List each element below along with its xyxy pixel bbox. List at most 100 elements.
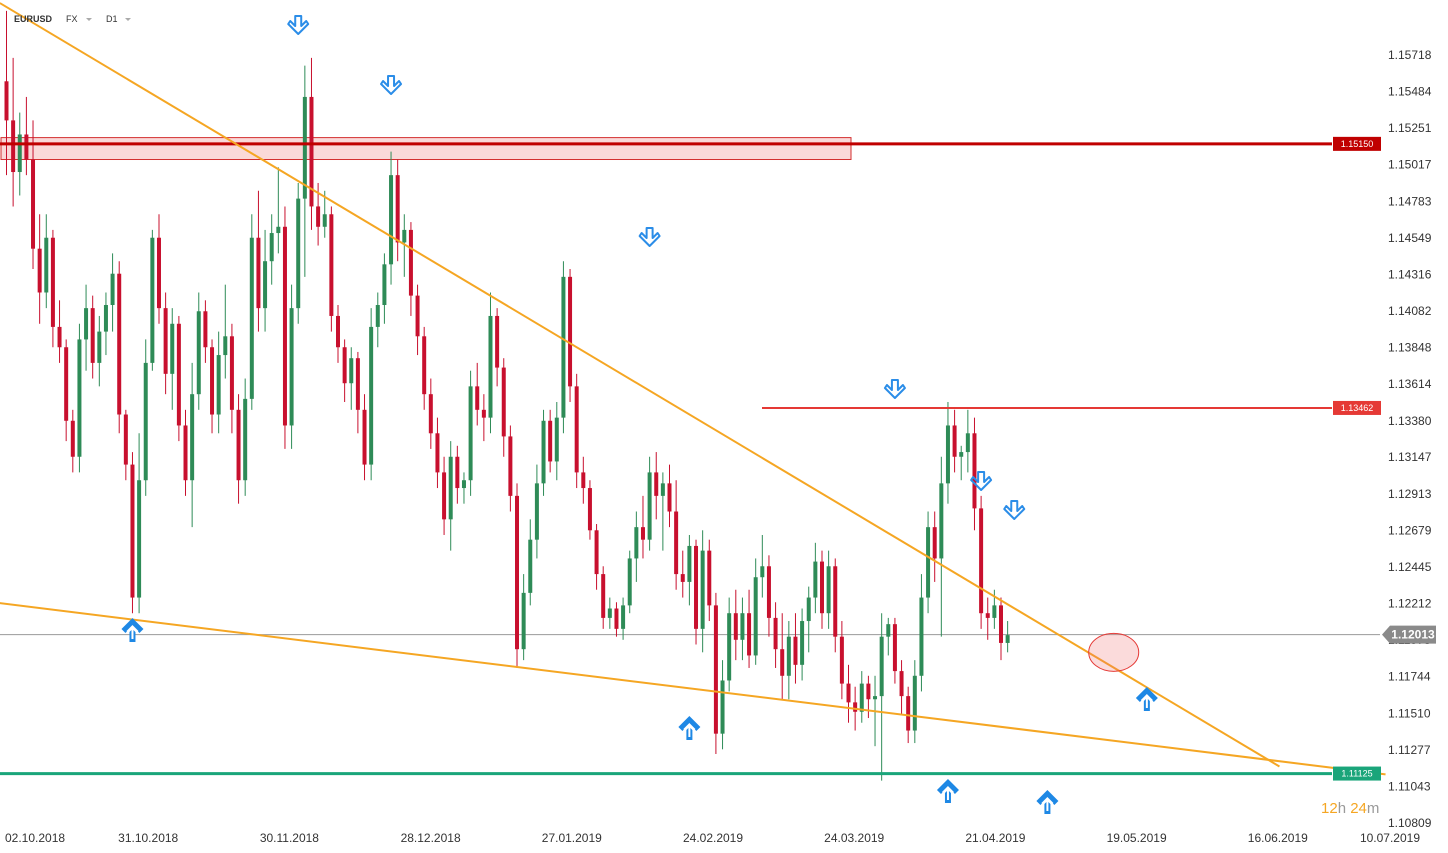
- candle-body[interactable]: [906, 696, 911, 731]
- candle-body[interactable]: [806, 597, 811, 622]
- candle-body[interactable]: [952, 425, 957, 457]
- candle-body[interactable]: [249, 237, 254, 399]
- symbol-label[interactable]: EURUSD: [14, 14, 53, 24]
- candle-body[interactable]: [156, 237, 161, 309]
- candle-body[interactable]: [813, 561, 818, 598]
- candle-body[interactable]: [773, 617, 778, 650]
- candle-body[interactable]: [488, 315, 493, 418]
- candle-body[interactable]: [740, 613, 745, 640]
- trendline[interactable]: [0, 2, 1280, 768]
- candle-body[interactable]: [57, 326, 62, 348]
- candle-body[interactable]: [17, 134, 22, 173]
- candle-body[interactable]: [826, 566, 831, 614]
- candle-body[interactable]: [501, 367, 506, 437]
- candle-body[interactable]: [296, 198, 301, 309]
- candle-body[interactable]: [382, 264, 387, 306]
- candle-body[interactable]: [77, 339, 82, 457]
- candle-body[interactable]: [607, 608, 612, 618]
- candle-body[interactable]: [866, 683, 871, 700]
- candle-body[interactable]: [674, 511, 679, 575]
- candle-body[interactable]: [481, 409, 486, 418]
- candle-body[interactable]: [568, 276, 573, 387]
- candle-body[interactable]: [4, 81, 9, 121]
- candle-body[interactable]: [700, 550, 705, 629]
- candle-body[interactable]: [475, 386, 480, 410]
- candle-body[interactable]: [276, 226, 281, 234]
- candle-body[interactable]: [707, 550, 712, 606]
- timeframe-label[interactable]: D1: [106, 14, 118, 24]
- candle-body[interactable]: [448, 456, 453, 520]
- candle-body[interactable]: [110, 273, 115, 306]
- candle-body[interactable]: [97, 331, 102, 363]
- candle-body[interactable]: [720, 680, 725, 734]
- levels-group[interactable]: [0, 142, 1332, 776]
- candle-body[interactable]: [117, 273, 122, 415]
- candles-group[interactable]: [4, 10, 1010, 781]
- candle-body[interactable]: [886, 624, 891, 637]
- candle-body[interactable]: [309, 96, 314, 207]
- candle-body[interactable]: [965, 433, 970, 453]
- candle-body[interactable]: [534, 483, 539, 540]
- candle-body[interactable]: [713, 605, 718, 734]
- candle-body[interactable]: [190, 394, 195, 481]
- candle-body[interactable]: [515, 495, 520, 650]
- candle-body[interactable]: [859, 683, 864, 712]
- candle-body[interactable]: [150, 237, 155, 363]
- candle-body[interactable]: [786, 636, 791, 676]
- candle-body[interactable]: [428, 394, 433, 434]
- candle-body[interactable]: [435, 433, 440, 473]
- candle-body[interactable]: [654, 472, 659, 496]
- candle-body[interactable]: [601, 574, 606, 618]
- candle-body[interactable]: [408, 229, 413, 296]
- trendline[interactable]: [0, 566, 1386, 776]
- candle-body[interactable]: [561, 276, 566, 418]
- candle-body[interactable]: [362, 409, 367, 465]
- candle-body[interactable]: [660, 483, 665, 496]
- candle-body[interactable]: [541, 420, 546, 484]
- candle-body[interactable]: [24, 134, 29, 160]
- candle-body[interactable]: [793, 636, 798, 665]
- candle-body[interactable]: [972, 433, 977, 509]
- candle-body[interactable]: [256, 237, 261, 309]
- candle-body[interactable]: [587, 488, 592, 531]
- candle-body[interactable]: [1005, 635, 1010, 643]
- candle-body[interactable]: [839, 636, 844, 684]
- candle-body[interactable]: [243, 398, 248, 481]
- candle-body[interactable]: [369, 326, 374, 465]
- candle-body[interactable]: [11, 120, 16, 173]
- candle-body[interactable]: [37, 248, 42, 293]
- candle-body[interactable]: [468, 386, 473, 481]
- candle-body[interactable]: [389, 175, 394, 265]
- candle-body[interactable]: [455, 456, 460, 489]
- candle-body[interactable]: [800, 621, 805, 665]
- candle-body[interactable]: [289, 308, 294, 426]
- candle-body[interactable]: [753, 577, 758, 656]
- candle-body[interactable]: [282, 226, 287, 426]
- timeframe-chevron-down-icon[interactable]: [125, 18, 131, 21]
- candle-body[interactable]: [223, 336, 228, 356]
- candle-body[interactable]: [336, 315, 340, 348]
- candle-body[interactable]: [90, 308, 95, 363]
- candle-body[interactable]: [236, 409, 241, 481]
- candle-body[interactable]: [926, 527, 931, 598]
- candle-body[interactable]: [44, 237, 49, 293]
- candle-body[interactable]: [640, 527, 645, 540]
- candle-body[interactable]: [621, 605, 626, 629]
- candle-body[interactable]: [733, 613, 738, 640]
- candle-body[interactable]: [687, 545, 692, 582]
- candle-body[interactable]: [959, 452, 964, 457]
- candle-body[interactable]: [747, 613, 752, 656]
- candle-body[interactable]: [979, 508, 984, 614]
- candle-body[interactable]: [932, 527, 937, 559]
- candle-body[interactable]: [196, 311, 201, 395]
- candle-body[interactable]: [31, 159, 36, 249]
- candle-body[interactable]: [594, 530, 599, 575]
- candle-body[interactable]: [137, 480, 142, 598]
- candle-body[interactable]: [912, 675, 917, 731]
- candle-body[interactable]: [939, 483, 944, 559]
- candle-body[interactable]: [342, 347, 347, 384]
- candle-body[interactable]: [727, 613, 732, 681]
- candle-body[interactable]: [846, 683, 851, 703]
- candle-body[interactable]: [873, 696, 878, 700]
